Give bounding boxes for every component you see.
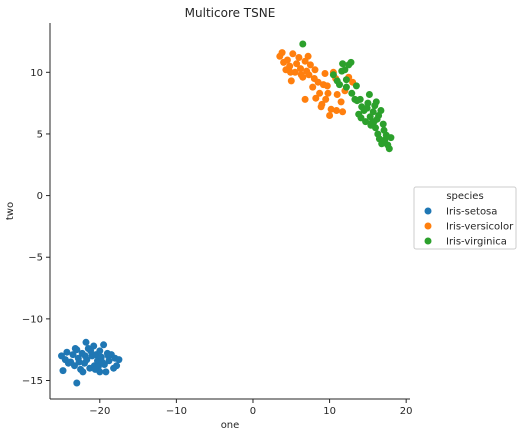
point-iris-setosa-37	[87, 347, 95, 355]
x-ticks: −20 −10 0 10 20	[89, 399, 413, 417]
legend-title: species	[446, 191, 483, 202]
point-iris-setosa-3	[63, 348, 71, 356]
point-iris-versicolor-21	[316, 89, 324, 97]
point-iris-setosa-13	[82, 338, 90, 346]
point-iris-versicolor-1	[278, 49, 286, 57]
chart-title: Multicore TSNE	[185, 6, 276, 20]
x-tick-label: 10	[323, 406, 336, 417]
point-iris-setosa-34	[115, 356, 123, 364]
y-tick-label: −10	[22, 314, 43, 325]
point-iris-setosa-5	[69, 351, 77, 359]
y-ticks: −15 −10 −5 0 5 10	[22, 68, 50, 387]
point-iris-versicolor-43	[297, 71, 305, 79]
y-tick-label: −15	[22, 376, 43, 387]
point-iris-setosa-7	[73, 379, 81, 387]
legend-entries: Iris-setosa Iris-versicolor Iris-virginica	[424, 207, 514, 248]
point-iris-versicolor-20	[314, 78, 322, 86]
legend-marker-iris-virginica	[424, 237, 432, 245]
point-iris-versicolor-31	[337, 98, 345, 106]
point-iris-versicolor-35	[301, 95, 309, 103]
y-tick-label: 10	[30, 68, 43, 79]
legend: species Iris-setosa Iris-versicolor Iris-v…	[413, 186, 517, 250]
point-iris-versicolor-19	[312, 94, 320, 102]
point-iris-virginica-43	[367, 121, 375, 129]
point-iris-versicolor-36	[305, 71, 313, 79]
point-iris-versicolor-26	[326, 112, 334, 119]
y-tick-label: 5	[37, 129, 43, 140]
point-iris-virginica-42	[380, 126, 388, 134]
point-iris-versicolor-37	[311, 66, 319, 74]
x-axis-label: one	[221, 420, 240, 431]
point-iris-virginica-38	[338, 67, 346, 75]
point-iris-versicolor-38	[321, 70, 329, 77]
point-iris-virginica-17	[365, 91, 373, 98]
point-iris-setosa-36	[75, 358, 83, 366]
point-iris-setosa-33	[113, 362, 121, 370]
point-iris-versicolor-41	[339, 108, 347, 116]
point-iris-versicolor-44	[317, 103, 325, 111]
point-iris-setosa-27	[102, 368, 110, 376]
point-iris-versicolor-5	[286, 62, 294, 70]
point-iris-versicolor-15	[304, 52, 312, 60]
point-iris-virginica-41	[353, 97, 361, 105]
point-iris-versicolor-9	[293, 60, 301, 68]
point-iris-versicolor-16	[306, 61, 314, 69]
point-iris-virginica-37	[342, 76, 350, 84]
point-iris-virginica-44	[348, 89, 356, 97]
point-iris-virginica-34	[375, 112, 383, 119]
point-iris-versicolor-11	[297, 65, 304, 73]
point-iris-setosa-25	[100, 341, 108, 349]
point-iris-versicolor-27	[327, 105, 335, 113]
point-iris-versicolor-17	[309, 83, 317, 91]
x-tick-label: −20	[89, 406, 110, 417]
point-iris-versicolor-4	[283, 56, 291, 64]
point-iris-virginica-3	[336, 81, 343, 89]
point-iris-setosa-39	[98, 358, 106, 366]
point-iris-versicolor-42	[287, 68, 294, 76]
point-iris-versicolor-10	[295, 54, 303, 61]
point-iris-versicolor-39	[333, 107, 340, 114]
x-tick-label: 0	[250, 406, 256, 417]
point-iris-versicolor-7	[289, 50, 297, 58]
point-iris-versicolor-24	[322, 95, 330, 103]
x-tick-label: 20	[400, 406, 413, 417]
point-iris-setosa-43	[104, 352, 112, 360]
point-iris-setosa-42	[81, 352, 89, 360]
point-iris-virginica-1	[329, 71, 337, 79]
point-iris-virginica-8	[347, 58, 355, 66]
point-iris-setosa-40	[79, 368, 87, 376]
legend-box	[413, 186, 517, 250]
y-tick-label: −5	[28, 253, 43, 264]
point-iris-virginica-6	[342, 83, 350, 91]
point-iris-versicolor-40	[324, 89, 332, 97]
point-iris-virginica-36	[363, 104, 371, 112]
point-iris-setosa-23	[96, 347, 104, 355]
point-iris-virginica-40	[372, 98, 380, 106]
point-iris-setosa-35	[64, 359, 72, 367]
y-tick-label: 0	[37, 191, 43, 202]
y-axis-label: two	[5, 202, 16, 220]
point-iris-virginica-4	[339, 60, 347, 68]
legend-marker-iris-versicolor	[424, 222, 432, 230]
point-iris-setosa-44	[91, 365, 99, 373]
legend-label-iris-setosa: Iris-setosa	[446, 207, 497, 218]
point-iris-versicolor-30	[333, 91, 341, 98]
point-iris-virginica-33	[387, 134, 395, 142]
point-iris-versicolor-6	[287, 77, 295, 85]
legend-label-iris-virginica: Iris-virginica	[446, 237, 507, 248]
points-layer	[58, 40, 395, 387]
point-iris-setosa-1	[59, 367, 67, 375]
point-iris-setosa-41	[71, 345, 79, 352]
point-iris-virginica-20	[369, 108, 377, 116]
point-iris-virginica-0	[299, 40, 307, 48]
point-iris-virginica-32	[385, 145, 393, 153]
point-iris-virginica-28	[379, 120, 387, 128]
point-iris-versicolor-25	[323, 82, 331, 90]
x-tick-label: −10	[166, 406, 187, 417]
point-iris-virginica-10	[352, 82, 360, 90]
legend-marker-iris-setosa	[424, 207, 432, 215]
point-iris-virginica-39	[357, 114, 365, 122]
legend-label-iris-versicolor: Iris-versicolor	[446, 222, 514, 233]
